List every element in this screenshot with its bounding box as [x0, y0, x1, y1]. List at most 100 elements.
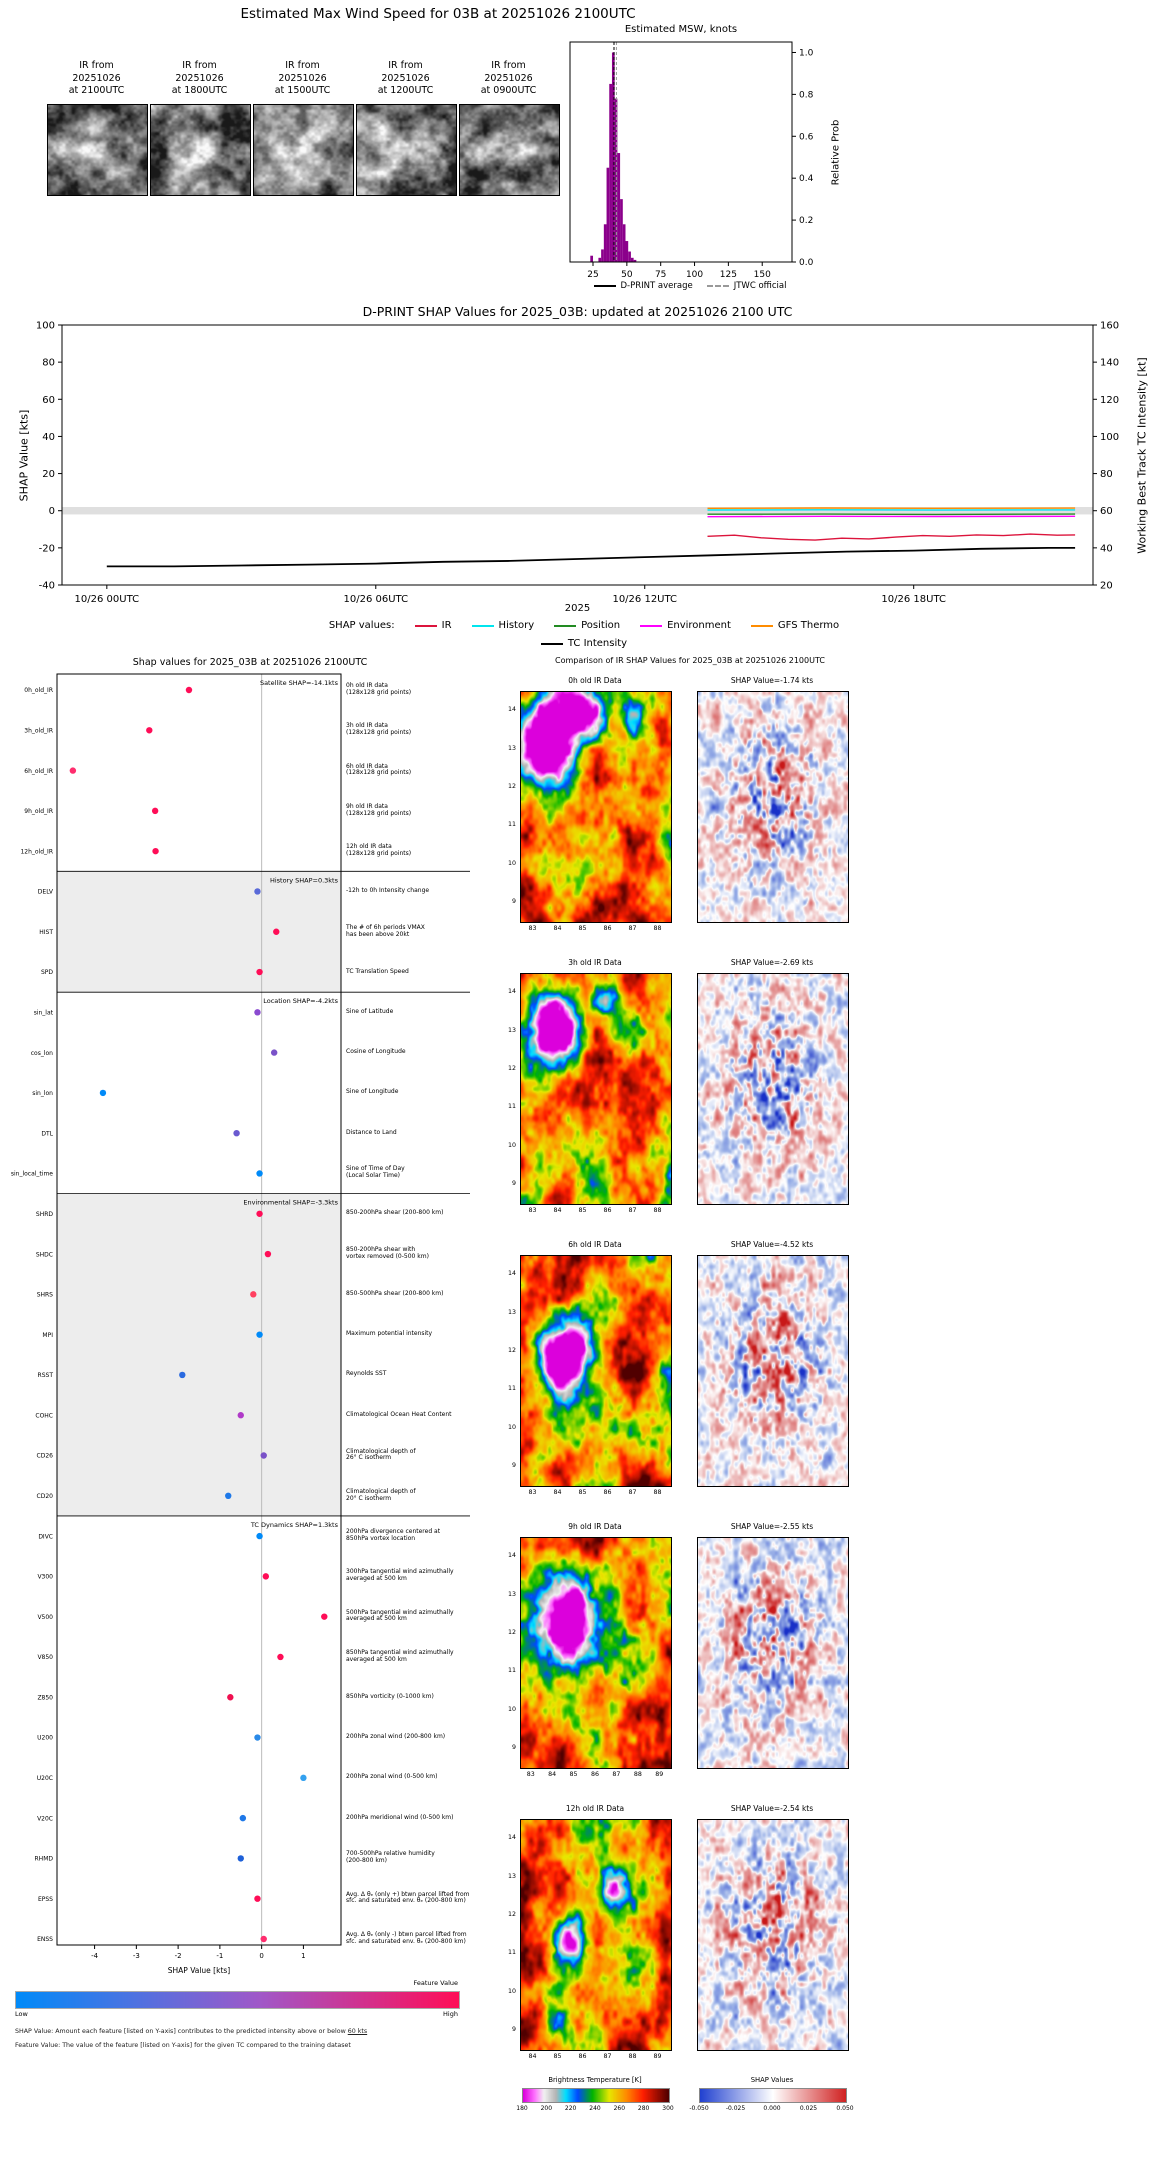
ir-thumbnail-label-line: at 0900UTC	[480, 85, 537, 96]
feature-description-line: 850hPa vorticity (0-1000 km)	[346, 1692, 434, 1700]
feature-label-EPSS: EPSS	[38, 1896, 53, 1903]
lon-tick-label: 85	[578, 925, 587, 932]
shap-dot-HIST	[273, 928, 280, 935]
feature-label-HIST: HIST	[39, 929, 53, 936]
histogram-bar	[609, 83, 612, 263]
group-header: History SHAP=0.3kts	[270, 876, 339, 884]
plot-frame	[569, 41, 793, 263]
feature-label-9h_old_IR: 9h_old_IR	[24, 808, 53, 815]
lon-tick-label: 87	[628, 1207, 637, 1214]
ir-panel-title-3: 9h old IR Data	[568, 1522, 622, 1531]
feature-description-line: Distance to Land	[346, 1128, 397, 1136]
lon-tick-label: 84	[528, 2053, 537, 2060]
feature-label-sin_lon: sin_lon	[32, 1090, 53, 1097]
feature-label-cos_lon: cos_lon	[31, 1050, 53, 1057]
histogram-bar	[625, 241, 629, 262]
lon-tick-label: 88	[628, 2053, 637, 2060]
histogram-bar	[598, 257, 602, 262]
feature-description-sin_lon: Sine of Longitude	[346, 1089, 398, 1096]
shap-cb-tick-label: 0.050	[836, 2105, 854, 2112]
x-tick-label: 1	[301, 1952, 305, 1960]
feature-description-DTL: Distance to Land	[346, 1128, 397, 1137]
lat-tick-label: 13	[507, 1026, 516, 1034]
lat-tick-label: 10	[507, 1141, 516, 1149]
ir-thumbnail-label-line: IR from	[182, 60, 217, 71]
lat-tick-label: 11	[507, 1385, 516, 1393]
feature-description-line: Avg. Δ θₑ (only -) btwn parcel lifted fr…	[346, 1930, 467, 1938]
legend-item-gfs-thermo: GFS Thermo	[750, 620, 839, 631]
lon-tick-label: 84	[553, 1207, 562, 1214]
lat-tick-label: 13	[507, 1590, 516, 1598]
shap-cb-tick-label: -0.050	[689, 2105, 709, 2112]
lon-tick-label: 87	[628, 925, 637, 932]
histogram-bar	[606, 167, 610, 262]
ir-thumbnail-image-1	[150, 104, 251, 196]
histogram-bar	[617, 153, 621, 262]
lon-tick-label: 85	[553, 2053, 562, 2060]
legend-label: IR	[441, 620, 452, 631]
shap-map-image-4	[697, 1819, 849, 2051]
feature-label-DIVC: DIVC	[38, 1533, 53, 1540]
feature-description-line: 3h old IR data	[346, 722, 388, 730]
lat-tick-label: 11	[507, 1103, 516, 1111]
series-ir	[707, 533, 1076, 541]
feature-label-V20C: V20C	[37, 1815, 53, 1822]
timeseries-title: D-PRINT SHAP Values for 2025_03B: update…	[362, 304, 793, 319]
group-shading	[57, 871, 341, 993]
footnote-shap-value-underlined: 60 kts	[347, 2028, 368, 2035]
feature-description-DIVC: 200hPa divergence centered at 850hPa vort…	[346, 1528, 441, 1543]
legend-line-swatch	[540, 642, 563, 645]
x-tick-label: 25	[587, 270, 598, 280]
lat-tick-label: 12	[507, 1064, 516, 1072]
lat-tick-label: 10	[507, 859, 516, 867]
y-tick-label-right: 40	[1100, 543, 1113, 554]
legend-item-position: Position	[554, 620, 620, 631]
feature-description-line: Climatological depth of	[346, 1447, 416, 1455]
feature-plot-xlabel: SHAP Value [kts]	[167, 1966, 231, 1975]
lon-tick-label: 85	[569, 1771, 578, 1778]
featurevalue-high-label: High	[443, 2010, 458, 2018]
feature-label-DELV: DELV	[38, 889, 54, 896]
feature-label-CD26: CD26	[37, 1453, 54, 1460]
feature-label-SHDC: SHDC	[36, 1251, 53, 1258]
shap-dot-MPI	[256, 1331, 263, 1338]
ir-thumbnail-label-line: at 1200UTC	[377, 85, 434, 96]
legend-line-swatch	[750, 624, 773, 627]
x-tick-label: -1	[216, 1952, 223, 1960]
ir-data-image-4	[520, 1819, 672, 2051]
shap-cb-tick-label: 0.000	[763, 2105, 781, 2112]
lat-tick-label: 11	[507, 1949, 516, 1957]
ir-data-image-0	[520, 691, 672, 923]
ir-thumbnail-label-line: 20251026	[72, 72, 121, 84]
feature-description-3h_old_IR: 3h old IR data (128x128 grid points)	[346, 722, 411, 737]
feature-description-line: The # of 6h periods VMAX	[346, 923, 425, 931]
shap-dot-COHC	[237, 1412, 244, 1419]
feature-description-line: sfc. and saturated env. θₑ (200-800 km)	[346, 1897, 466, 1905]
legend-line-swatch	[640, 624, 663, 627]
shap-map-image-0	[697, 691, 849, 923]
featurevalue-colorbar-title: Feature Value	[413, 1979, 458, 1987]
feature-label-RSST: RSST	[38, 1372, 54, 1379]
lat-tick-label: 11	[507, 821, 516, 829]
shap-dot-U200	[254, 1734, 261, 1741]
feature-label-ENSS: ENSS	[37, 1936, 53, 1943]
shap-dot-Z850	[227, 1694, 234, 1701]
ir-data-image-2	[520, 1255, 672, 1487]
feature-description-V300: 300hPa tangential wind azimuthally averag…	[346, 1569, 454, 1583]
feature-description-Z850: 850hPa vorticity (0-1000 km)	[346, 1692, 434, 1701]
lat-tick-label: 13	[507, 1872, 516, 1880]
legend-item-tc-intensity: TC Intensity	[540, 638, 627, 649]
feature-label-sin_lat: sin_lat	[34, 1010, 54, 1017]
feature-description-line: 500hPa tangential wind azimuthally	[346, 1608, 454, 1616]
lat-tick-label: 14	[507, 1270, 516, 1278]
feature-description-line: 200hPa divergence centered at	[346, 1528, 441, 1536]
legend-item-jtwc-official: JTWC official	[706, 281, 786, 291]
feature-description-line: 850-500hPa shear (200-800 km)	[346, 1289, 444, 1297]
lon-tick-label: 83	[528, 1207, 537, 1214]
shap-dot-sin_lon	[99, 1089, 107, 1097]
lon-tick-label: 87	[603, 2053, 612, 2060]
shap-map-image-2	[697, 1255, 849, 1487]
histogram-bar	[603, 224, 607, 262]
shap-dot-SHDC	[264, 1250, 272, 1258]
feature-label-SPD: SPD	[41, 969, 53, 976]
